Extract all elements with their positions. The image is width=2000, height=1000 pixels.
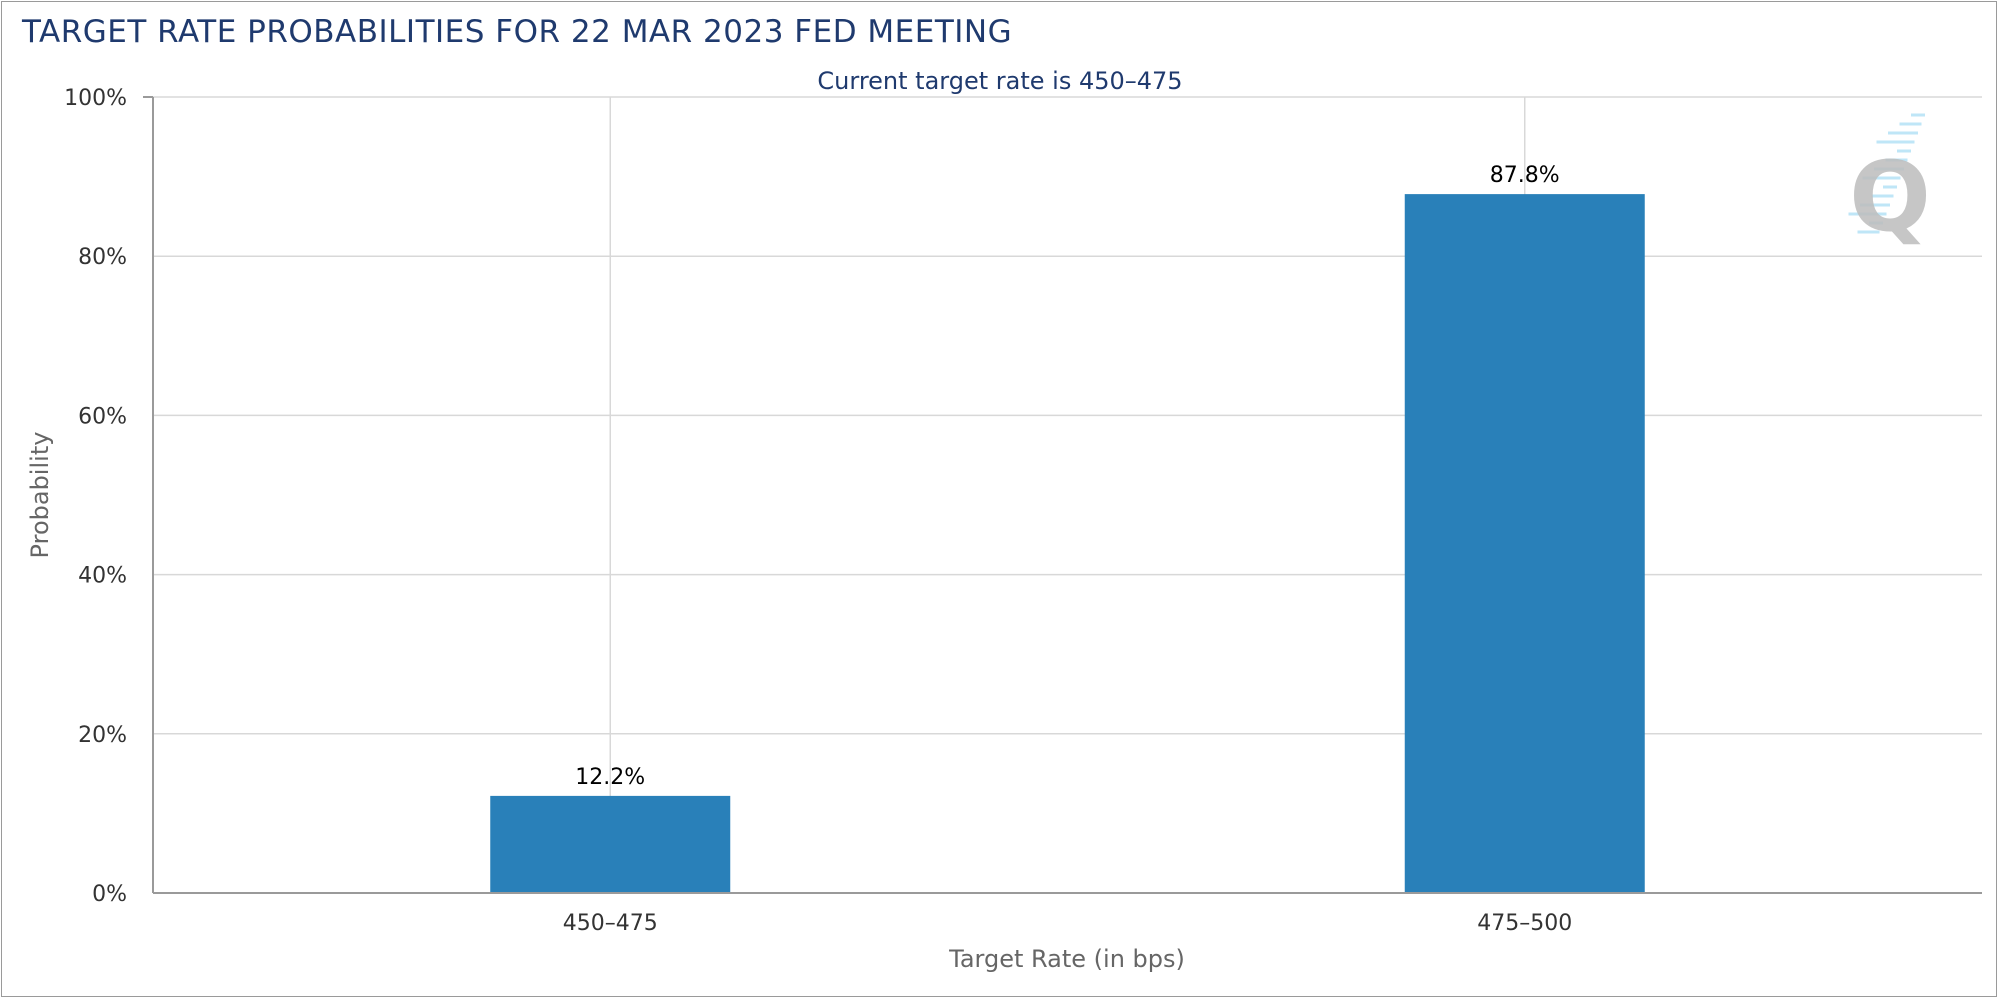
y-axis-title: Probability: [26, 432, 54, 559]
axes-layer: [143, 96, 1982, 894]
x-tick-label: 475–500: [1477, 911, 1572, 936]
y-tick-label: 0%: [92, 882, 127, 907]
y-tick-label: 40%: [78, 564, 127, 589]
bars-layer: [490, 194, 1645, 893]
y-tick-label: 60%: [78, 404, 127, 429]
chart-subtitle: Current target rate is 450–475: [817, 67, 1182, 95]
logo-letter: Q: [1849, 141, 1931, 253]
y-tick-label: 20%: [78, 723, 127, 748]
bar[interactable]: [1404, 194, 1645, 893]
grid-layer: [153, 96, 1982, 893]
bar[interactable]: [490, 795, 731, 893]
data-label: 87.8%: [1490, 163, 1560, 188]
chart-title: TARGET RATE PROBABILITIES FOR 22 MAR 202…: [22, 14, 1013, 50]
data-label: 12.2%: [575, 765, 645, 790]
q-logo-icon: Q: [1848, 113, 1931, 253]
x-tick-label: 450–475: [563, 911, 658, 936]
y-tick-label: 80%: [78, 245, 127, 270]
y-tick-label: 100%: [64, 86, 127, 111]
labels-layer: 0% 20% 40% 60% 80% 100% 12.2% 450–475 87.8% 475–5…: [64, 86, 1572, 936]
x-axis-title: Target Rate (in bps): [948, 945, 1185, 973]
